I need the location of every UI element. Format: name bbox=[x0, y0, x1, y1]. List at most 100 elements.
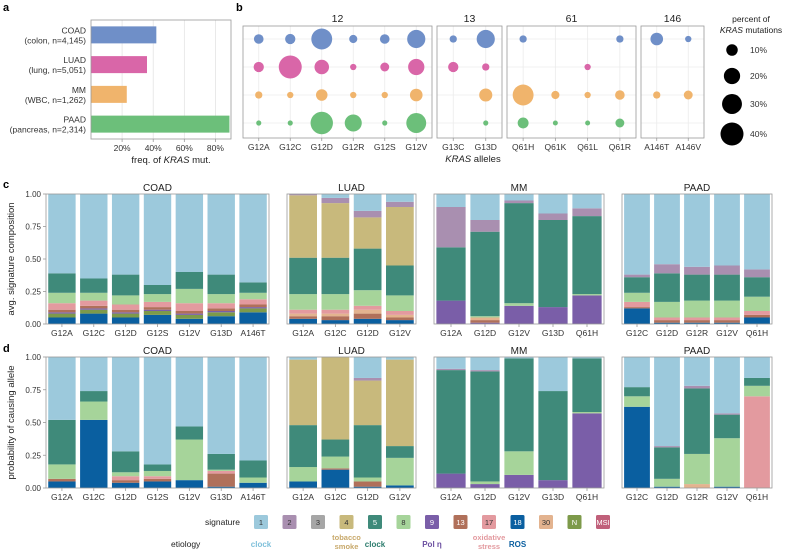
xtick-label: A146T bbox=[241, 492, 266, 502]
legend-key-3 bbox=[311, 515, 325, 529]
xtick-label: G12C bbox=[324, 492, 346, 502]
bar-segment-coad-g12c-sig-8 bbox=[80, 292, 108, 301]
bar-segment-paad-g12r-sig-5 bbox=[684, 388, 710, 454]
subplot-title: COAD bbox=[143, 346, 172, 357]
bar-segment-paad-q61h-sig-17 bbox=[744, 396, 770, 488]
bar-segment-luad-g12d-sig-2 bbox=[353, 210, 382, 218]
bar-segment-mm-q61h-sig-8 bbox=[572, 412, 602, 414]
bar-segment-paad-q61h-sig-8 bbox=[744, 296, 770, 311]
bar-segment-coad-g12a-sig-13 bbox=[48, 309, 76, 313]
bar-segment-coad-g12c-sig-5 bbox=[80, 278, 108, 293]
b-point-paad-q61l bbox=[585, 120, 591, 126]
bar-segment-luad-g12v-sig-8 bbox=[386, 295, 414, 311]
bar-segment-coad-a146t-sig-5 bbox=[239, 282, 267, 293]
bar-segment-coad-g12a-sig-8 bbox=[48, 292, 76, 304]
bar-segment-coad-g12d-sig-17 bbox=[111, 304, 140, 310]
bar-segment-luad-g12c-sig-18 bbox=[321, 469, 350, 488]
b-point-coad-g12d bbox=[311, 28, 333, 50]
b-point-luad-g12c bbox=[278, 55, 302, 79]
legend-key-label: 9 bbox=[430, 518, 434, 527]
bar-segment-mm-g12v-sig-5 bbox=[504, 358, 534, 452]
xtick-label: G12V bbox=[716, 492, 738, 502]
b-point-paad-g12c bbox=[287, 120, 293, 126]
b-allele-label: G13D bbox=[475, 142, 497, 152]
b-point-mm-g13d bbox=[479, 88, 493, 102]
legend-etiology-label: tobacco smoke bbox=[332, 533, 361, 551]
bar-segment-luad-g12a-sig-5 bbox=[289, 257, 317, 295]
b-codon-title: 146 bbox=[664, 13, 682, 25]
bar-segment-coad-g12c-sig-1 bbox=[80, 194, 108, 279]
a-category-label: PAAD (pancreas, n=2,314) bbox=[10, 115, 86, 135]
bar-segment-luad-g12a-sig-30 bbox=[289, 313, 317, 317]
bar-segment-mm-g12a-sig-5 bbox=[436, 370, 466, 474]
bar-segment-mm-g12a-sig-1 bbox=[436, 194, 466, 207]
bar-segment-coad-g12v-sig-18 bbox=[175, 318, 204, 324]
b-allele-label: Q61R bbox=[609, 142, 631, 152]
xtick-label: G12D bbox=[656, 328, 678, 338]
bar-segment-mm-g12v-sig-9 bbox=[504, 305, 534, 324]
bar-segment-luad-g12c-sig-4 bbox=[321, 203, 350, 258]
b-point-mm-g12a bbox=[255, 91, 263, 99]
bar-segment-paad-g12v-sig-1 bbox=[714, 194, 740, 266]
bar-segment-luad-g12d-sig-17 bbox=[353, 305, 382, 310]
legend-etiology-title: etiology bbox=[171, 539, 201, 549]
bar-segment-coad-a146t-sig-8 bbox=[239, 477, 267, 483]
ylabel: probability of causing allele bbox=[6, 365, 17, 479]
a-plot-frame bbox=[90, 19, 232, 140]
legend-key-2 bbox=[282, 515, 297, 529]
xtick-label: G13D bbox=[210, 328, 232, 338]
subplot-title: COAD bbox=[143, 183, 172, 194]
bar-segment-coad-g12v-sig-17 bbox=[175, 303, 204, 311]
legend-key-label: 2 bbox=[287, 518, 291, 527]
xtick-label: G12C bbox=[83, 492, 105, 502]
xtick-label: G12C bbox=[626, 328, 648, 338]
xtick-label: G12V bbox=[508, 492, 530, 502]
legend-key-13 bbox=[453, 515, 468, 529]
bar-segment-mm-g12a-sig-5 bbox=[436, 247, 466, 301]
b-point-coad-g13d bbox=[476, 29, 495, 49]
panel-a-frequency-chart: COAD (colon, n=4,145) LUAD (lung, n=5,051) M… bbox=[10, 19, 232, 166]
ytick-label: 0.25 bbox=[25, 451, 41, 460]
bar-segment-paad-g12c-sig-17 bbox=[624, 301, 650, 308]
b-point-luad-g12s bbox=[380, 62, 390, 72]
ytick-label: 0.50 bbox=[25, 255, 41, 264]
bar-segment-coad-g12c-sig-5 bbox=[80, 391, 108, 402]
bar-segment-coad-g12v-sig-13 bbox=[175, 311, 204, 314]
bar-segment-coad-g12s-sig-13 bbox=[143, 478, 172, 482]
bar-segment-mm-g12a-sig-9 bbox=[436, 300, 466, 324]
ytick-label: 0.75 bbox=[25, 223, 41, 232]
bar-segment-luad-g12a-sig-1 bbox=[289, 357, 317, 360]
bar-segment-mm-g13d-sig-9 bbox=[538, 480, 568, 488]
bar-segment-paad-g12d-sig-18 bbox=[654, 322, 680, 324]
b-size-legend-label: 20% bbox=[750, 71, 767, 81]
legend-key-4 bbox=[339, 515, 354, 529]
subplot-title: PAAD bbox=[684, 346, 711, 357]
b-point-coad-a146v bbox=[685, 35, 692, 43]
b-allele-label: G12A bbox=[248, 142, 270, 152]
b-point-coad-g12a bbox=[253, 34, 264, 44]
bar-segment-coad-g12s-sig-18 bbox=[143, 481, 172, 488]
ytick-label: 0.75 bbox=[25, 386, 41, 395]
bar-segment-luad-g12c-sig-17 bbox=[321, 309, 350, 314]
bar-segment-coad-a146t-sig-18 bbox=[239, 482, 267, 488]
bar-segment-mm-g12a-sig-9 bbox=[436, 473, 466, 488]
bar-segment-coad-g12d-sig-8 bbox=[111, 295, 140, 305]
b-size-legend-circle bbox=[720, 122, 744, 146]
bar-segment-luad-g12a-sig-4 bbox=[289, 359, 317, 426]
bar-segment-luad-g12c-sig-8 bbox=[321, 294, 350, 310]
bar-segment-paad-g12c-sig-13 bbox=[624, 307, 650, 309]
bar-segment-mm-q61h-sig-1 bbox=[572, 357, 602, 359]
bar-segment-coad-g13d-sig-8 bbox=[207, 469, 235, 471]
bar-segment-paad-g12r-sig-18 bbox=[684, 322, 710, 324]
bar-segment-paad-g12v-sig-8 bbox=[714, 300, 740, 318]
bar-segment-paad-g12d-sig-5 bbox=[654, 447, 680, 479]
bar-segment-paad-q61h-sig-5 bbox=[744, 277, 770, 297]
b-allele-label: A146V bbox=[675, 142, 701, 152]
bar-segment-mm-g12v-sig-8 bbox=[504, 451, 534, 475]
b-point-mm-q61h bbox=[512, 84, 534, 106]
ytick-label: 1.00 bbox=[25, 353, 41, 362]
bar-segment-mm-q61h-sig-1 bbox=[572, 194, 602, 209]
panel-d-allele-probability-chart: probability of causing allele 0.00 0.25 0.5… bbox=[6, 346, 773, 502]
bar-segment-coad-g12s-sig-1 bbox=[143, 194, 172, 285]
legend-key-n bbox=[567, 515, 582, 529]
